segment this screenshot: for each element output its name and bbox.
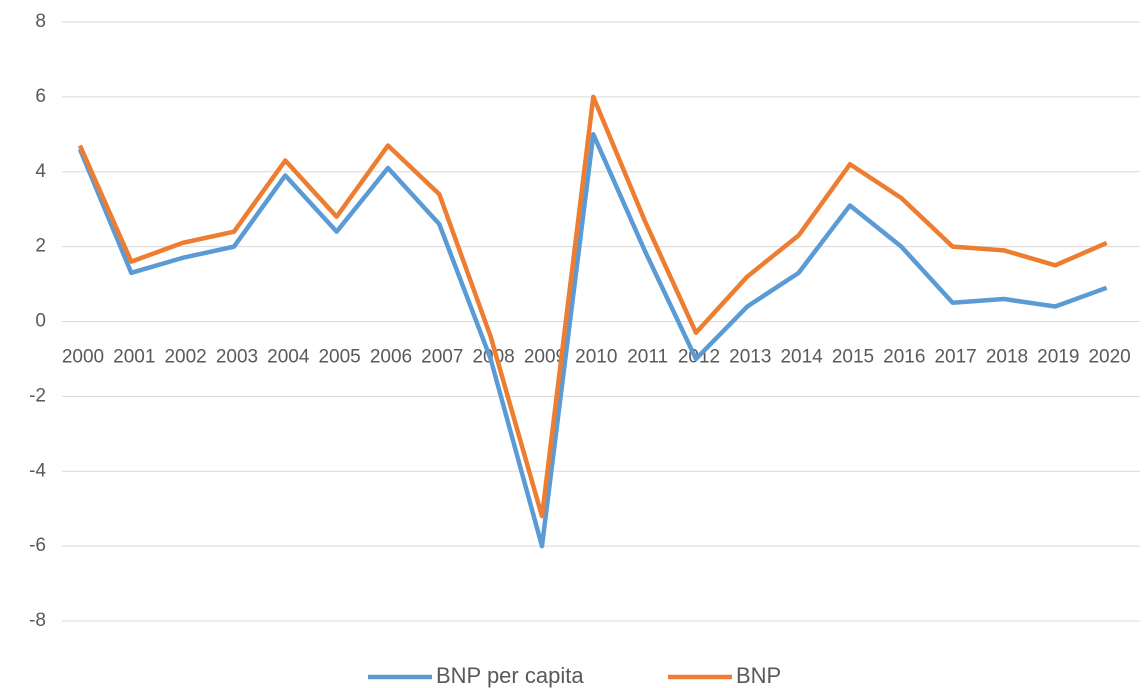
x-tick-label: 2006 xyxy=(370,347,412,368)
x-tick-label: 2018 xyxy=(986,347,1028,368)
x-tick-label: 2011 xyxy=(627,347,668,368)
y-tick-label: 4 xyxy=(35,161,46,182)
y-tick-label: -4 xyxy=(29,460,46,481)
x-tick-label: 2014 xyxy=(780,347,823,368)
x-tick-label: 2007 xyxy=(421,347,463,368)
series-line xyxy=(77,132,1108,549)
x-tick-label: 2003 xyxy=(216,347,258,368)
x-tick-label: 2017 xyxy=(934,347,976,368)
x-tick-label: 2008 xyxy=(472,347,514,368)
x-tick-label: 2010 xyxy=(575,347,617,368)
y-tick-label: -2 xyxy=(29,385,46,406)
x-tick-label: 2019 xyxy=(1037,347,1079,368)
x-tick-label: 2000 xyxy=(62,347,104,368)
x-tick-label: 2002 xyxy=(164,347,206,368)
y-tick-label: -6 xyxy=(29,535,46,556)
x-tick-label: 2005 xyxy=(318,347,360,368)
y-tick-label: -8 xyxy=(29,610,46,631)
x-tick-label: 2013 xyxy=(729,347,771,368)
y-tick-label: 0 xyxy=(35,311,46,332)
x-tick-label: 2020 xyxy=(1088,347,1130,368)
x-tick-label: 2009 xyxy=(524,347,566,368)
x-tick-label: 2001 xyxy=(113,347,155,368)
y-tick-label: 8 xyxy=(35,11,46,32)
y-tick-label: 6 xyxy=(35,86,46,107)
x-tick-label: 2016 xyxy=(883,347,925,368)
series-line xyxy=(77,94,1108,519)
x-tick-label: 2004 xyxy=(267,347,310,368)
y-tick-label: 2 xyxy=(35,236,46,257)
legend-label: BNP xyxy=(736,663,781,688)
x-tick-label: 2015 xyxy=(832,347,874,368)
legend-label: BNP per capita xyxy=(436,663,584,688)
